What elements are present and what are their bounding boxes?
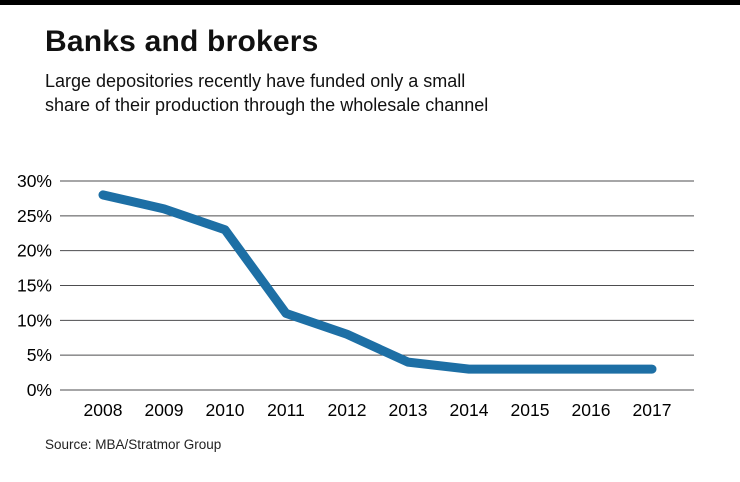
line-chart: 0% 5% 10% 15% 20% 25% 30% 2008 2009 2010 2011 2012 2… — [17, 171, 694, 420]
x-axis-tick-label: 2015 — [511, 400, 550, 420]
chart-title: Banks and brokers — [45, 25, 319, 58]
x-axis-tick-label: 2009 — [145, 400, 184, 420]
x-axis-tick-label: 2012 — [328, 400, 367, 420]
y-axis-tick-label: 15% — [17, 275, 52, 295]
x-axis-tick-label: 2008 — [84, 400, 123, 420]
chart-card: Banks and brokers Large depositories rec… — [0, 0, 740, 452]
y-axis-tick-label: 5% — [27, 345, 52, 365]
x-axis-tick-label: 2011 — [267, 400, 305, 420]
data-series-line — [98, 190, 657, 374]
y-axis-tick-label: 25% — [17, 206, 52, 226]
x-axis-tick-label: 2013 — [389, 400, 428, 420]
x-axis-tick-label: 2016 — [572, 400, 611, 420]
source-note: Source: MBA/Stratmor Group — [45, 436, 222, 452]
y-axis-tick-label: 20% — [17, 240, 52, 260]
chart-subtitle: Large depositories recently have funded … — [45, 69, 740, 117]
x-axis-tick-label: 2010 — [206, 400, 245, 420]
y-axis-tick-label: 0% — [27, 380, 52, 400]
chart-subtitle-line-1: Large depositories recently have funded … — [45, 70, 466, 91]
top-accent-bar — [0, 0, 740, 5]
x-axis-tick-label: 2017 — [633, 400, 672, 420]
x-axis-tick-label: 2014 — [450, 400, 489, 420]
y-axis-tick-label: 10% — [17, 310, 52, 330]
chart-subtitle-line-2: share of their production through the wh… — [45, 94, 489, 115]
y-axis-tick-label: 30% — [17, 171, 52, 191]
